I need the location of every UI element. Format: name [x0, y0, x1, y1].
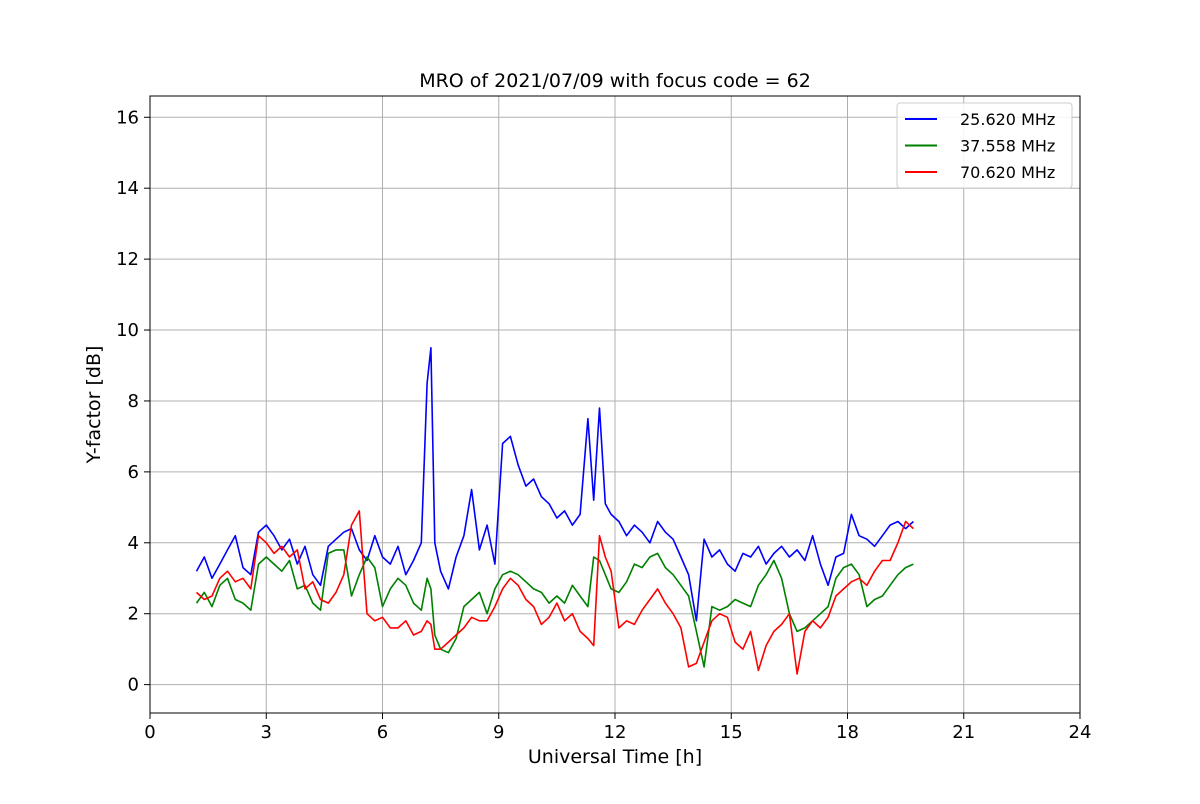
y-tick-label: 6	[128, 462, 139, 483]
x-tick-label: 0	[144, 722, 155, 743]
series-line-70-620-mhz	[195, 510, 914, 675]
x-tick-label: 18	[836, 722, 859, 743]
legend-label: 70.620 MHz	[960, 163, 1055, 182]
y-axis-label: Y-factor [dB]	[83, 346, 105, 465]
y-tick-label: 14	[116, 178, 139, 199]
x-axis-ticks: 0 3 6 9 12 15 18 21 24	[144, 713, 1091, 743]
legend-box	[896, 102, 1073, 189]
y-tick-label: 2	[128, 604, 139, 625]
y-tick-label: 16	[116, 107, 139, 128]
legend-items: 25.620 MHz 37.558 MHz 70.620 MHz	[905, 110, 1055, 182]
x-tick-label: 24	[1069, 722, 1092, 743]
x-tick-label: 12	[604, 722, 627, 743]
x-tick-label: 15	[720, 722, 743, 743]
y-tick-label: 12	[116, 249, 139, 270]
x-tick-label: 21	[952, 722, 975, 743]
legend-label: 37.558 MHz	[960, 137, 1055, 156]
y-tick-label: 0	[128, 675, 139, 696]
x-tick-label: 3	[261, 722, 272, 743]
y-tick-label: 4	[128, 533, 139, 554]
legend: 25.620 MHz 37.558 MHz 70.620 MHz	[896, 102, 1073, 189]
y-tick-label: 8	[128, 391, 139, 412]
y-tick-label: 10	[116, 320, 139, 341]
y-axis-ticks: 0 2 4 6 8 10 12 14 16	[116, 107, 150, 696]
series-layer	[195, 346, 914, 675]
legend-label: 25.620 MHz	[960, 110, 1055, 129]
x-axis-label: Universal Time [h]	[528, 746, 702, 768]
series-line-25-620-mhz	[195, 346, 914, 622]
x-tick-label: 6	[377, 722, 388, 743]
series-line-37-558-mhz	[195, 549, 914, 668]
chart-title: MRO of 2021/07/09 with focus code = 62	[419, 70, 811, 92]
x-tick-label: 9	[493, 722, 504, 743]
